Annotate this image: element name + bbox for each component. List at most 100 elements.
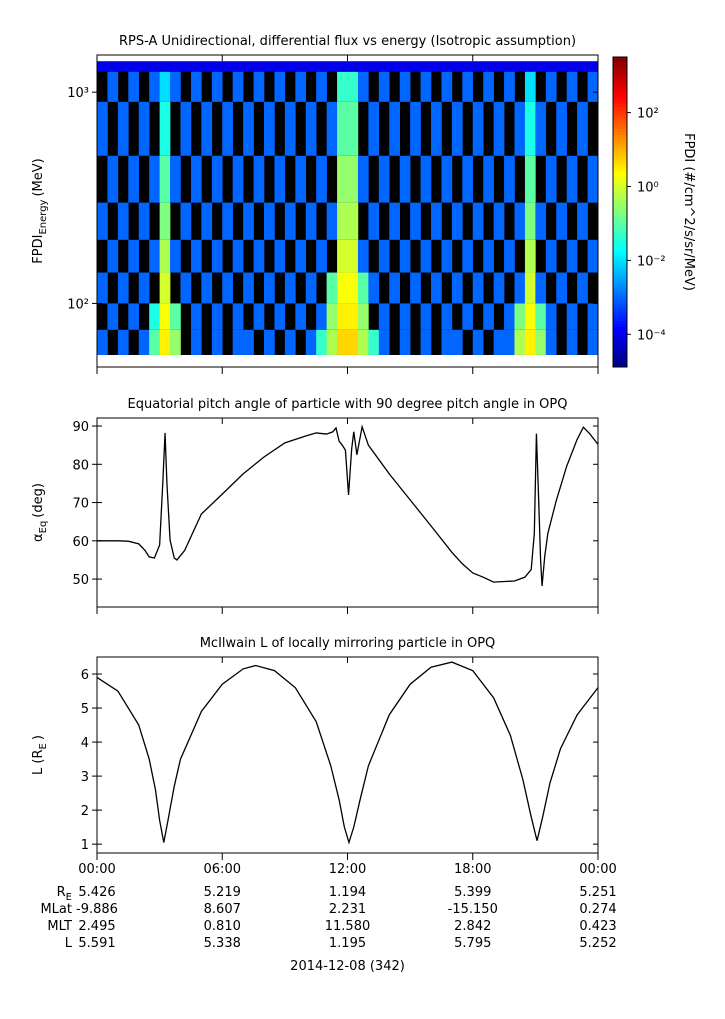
heatmap-cell xyxy=(504,303,515,330)
heatmap-cell xyxy=(284,329,296,355)
heatmap-cell xyxy=(326,202,338,240)
heatmap-cell xyxy=(170,239,181,273)
heatmap-cell xyxy=(441,303,453,330)
row-value: -15.150 xyxy=(448,902,498,917)
heatmap-cell xyxy=(97,329,108,355)
heatmap-cell xyxy=(211,239,223,273)
heatmap-cell xyxy=(170,303,181,330)
row-value: 0.423 xyxy=(579,919,616,934)
colorbar-tick-label: 10⁻⁴ xyxy=(637,328,666,343)
colorbar-step xyxy=(613,177,627,182)
heatmap-cell xyxy=(326,303,338,330)
heatmap-cell xyxy=(284,202,296,240)
row-label: L xyxy=(65,936,73,951)
heatmap-cell xyxy=(524,71,536,102)
colorbar-step xyxy=(613,267,627,272)
colorbar-step xyxy=(613,140,627,145)
heatmap-cell xyxy=(420,239,432,273)
colorbar-step xyxy=(613,187,627,191)
heatmap-cell xyxy=(587,329,599,355)
row-label-main: MLT xyxy=(47,919,72,934)
heatmap-cell xyxy=(128,239,140,273)
colorbar-step xyxy=(613,143,627,148)
y-axis-label: FPDIEnergy (MeV) xyxy=(31,158,49,263)
heatmap-cell xyxy=(462,239,474,273)
heatmap-cell xyxy=(587,155,599,203)
heatmap-cell xyxy=(326,61,338,72)
colorbar-step xyxy=(613,137,627,142)
heatmap-cell xyxy=(514,272,526,304)
colorbar-step xyxy=(613,308,627,312)
heatmap-cell xyxy=(410,61,421,72)
heatmap-cell xyxy=(138,202,150,240)
heatmap-cell xyxy=(566,303,578,330)
heatmap-cell xyxy=(326,101,338,156)
colorbar-step xyxy=(613,286,627,290)
heatmap-cell xyxy=(535,202,547,240)
heatmap-cell xyxy=(399,239,411,273)
y-tick-label: 70 xyxy=(72,497,89,512)
heatmap-cell xyxy=(504,239,515,273)
heatmap-cell xyxy=(243,61,254,72)
colorbar-frame xyxy=(612,56,628,368)
colorbar-step xyxy=(613,109,627,114)
colorbar-step xyxy=(613,298,627,303)
heatmap-cell xyxy=(399,303,411,330)
heatmap-cell xyxy=(337,202,348,240)
x-tick-label: 18:00 xyxy=(454,862,491,877)
heatmap-cell xyxy=(170,329,181,355)
heatmap-cell xyxy=(483,71,494,102)
heatmap-cell xyxy=(337,101,348,156)
heatmap-cell xyxy=(117,272,129,304)
heatmap-cell xyxy=(149,155,160,203)
y-tick-label: 3 xyxy=(81,770,89,785)
colorbar-step xyxy=(613,212,627,216)
heatmap-cell xyxy=(201,202,213,240)
heatmap-cell xyxy=(117,61,129,72)
heatmap-cell xyxy=(535,101,547,156)
colorbar-step xyxy=(613,199,627,204)
heatmap-cell xyxy=(420,61,432,72)
heatmap-cell xyxy=(483,303,494,330)
y-label-sub: E xyxy=(38,743,49,749)
y-tick-label: 50 xyxy=(72,573,89,588)
heatmap-cell xyxy=(305,101,317,156)
heatmap-cell xyxy=(149,329,160,355)
colorbar-step xyxy=(613,91,627,95)
heatmap-cell xyxy=(316,71,327,102)
colorbar-step xyxy=(613,122,627,126)
heatmap-cell xyxy=(399,71,411,102)
heatmap-cell xyxy=(514,329,526,355)
heatmap-cell xyxy=(253,239,265,273)
colorbar-step xyxy=(613,230,627,235)
y-tick-label: 80 xyxy=(72,458,89,473)
colorbar-step xyxy=(613,156,627,160)
colorbar-step xyxy=(613,150,627,154)
colorbar-step xyxy=(613,193,627,197)
heatmap-cell xyxy=(462,61,474,72)
colorbar-step xyxy=(613,174,627,179)
colorbar-step xyxy=(613,336,627,340)
heatmap-cell xyxy=(420,329,432,355)
colorbar-step xyxy=(613,181,627,185)
heatmap-cell xyxy=(399,155,411,203)
y-label-unit: (deg) xyxy=(31,483,46,518)
colorbar-step xyxy=(613,103,627,108)
heatmap-cell xyxy=(264,61,275,72)
heatmap-cell xyxy=(190,239,202,273)
row-value: 2.495 xyxy=(78,919,115,934)
row-label-sub: E xyxy=(66,892,72,903)
row-label-main: L xyxy=(65,936,73,951)
row-label: RE xyxy=(57,885,72,903)
heatmap-cell xyxy=(284,61,296,72)
row-value: 5.338 xyxy=(204,936,241,951)
colorbar-step xyxy=(613,236,627,241)
row-value: 5.252 xyxy=(579,936,616,951)
row-value: 2.231 xyxy=(329,902,366,917)
colorbar-step xyxy=(613,301,627,306)
heatmap-cell xyxy=(431,101,442,156)
row-value: 11.580 xyxy=(325,919,371,934)
heatmap-cell xyxy=(378,329,390,355)
colorbar-step xyxy=(613,66,627,70)
colorbar-step xyxy=(613,165,627,170)
